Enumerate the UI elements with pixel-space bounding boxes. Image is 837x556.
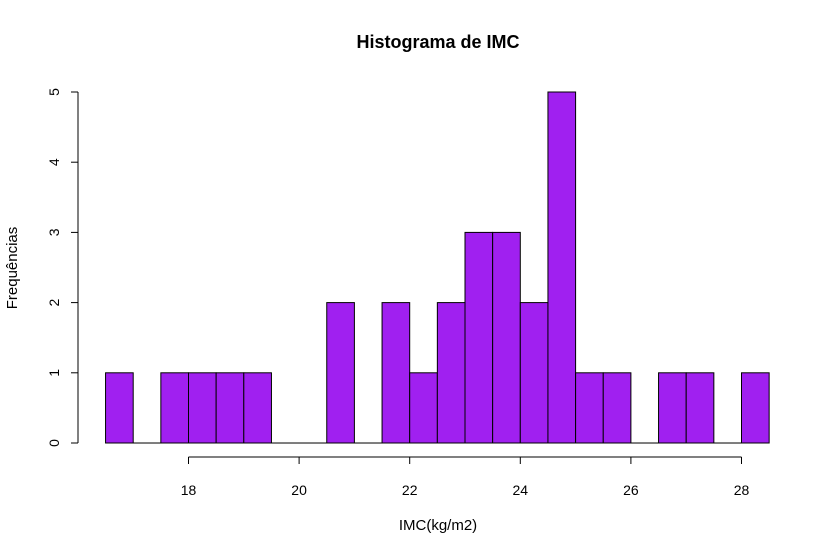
y-tick-label: 3 <box>46 228 62 236</box>
x-tick-label: 24 <box>513 482 529 498</box>
histogram-bar <box>602 372 632 444</box>
x-axis: 18 20 22 24 26 28 <box>181 456 750 498</box>
histogram-bar <box>215 372 245 444</box>
y-tick-label: 5 <box>46 88 62 96</box>
histogram-bar <box>685 372 715 444</box>
y-tick-label: 0 <box>46 439 62 447</box>
x-tick-label: 18 <box>181 482 197 498</box>
y-axis-label: Frequências <box>4 227 21 310</box>
histogram-bar <box>575 372 604 444</box>
y-axis: 0 1 2 3 4 5 <box>46 88 79 447</box>
histogram-bar <box>326 302 355 444</box>
x-tick-label: 26 <box>623 482 639 498</box>
histogram-bar <box>464 231 494 444</box>
histogram-bar <box>381 302 411 444</box>
chart-title: Histograma de IMC <box>356 32 519 52</box>
histogram-bar <box>658 372 687 444</box>
y-tick-label: 1 <box>46 369 62 377</box>
histogram-bar <box>519 302 549 444</box>
y-tick-label: 4 <box>46 158 62 166</box>
histogram-bar <box>492 231 521 444</box>
x-tick-label: 20 <box>291 482 307 498</box>
histogram-bar <box>547 91 577 444</box>
histogram-bar <box>741 372 770 444</box>
histogram-bar <box>160 372 190 444</box>
x-tick-label: 22 <box>402 482 418 498</box>
x-axis-label: IMC(kg/m2) <box>399 517 477 534</box>
x-tick-label: 28 <box>734 482 750 498</box>
histogram-bar <box>436 302 466 444</box>
y-tick-label: 2 <box>46 298 62 306</box>
histogram-bar <box>409 372 438 444</box>
histogram-bar <box>243 372 272 444</box>
histogram-bar <box>105 372 134 444</box>
histogram-bar <box>188 372 217 444</box>
bars-group <box>105 91 770 444</box>
